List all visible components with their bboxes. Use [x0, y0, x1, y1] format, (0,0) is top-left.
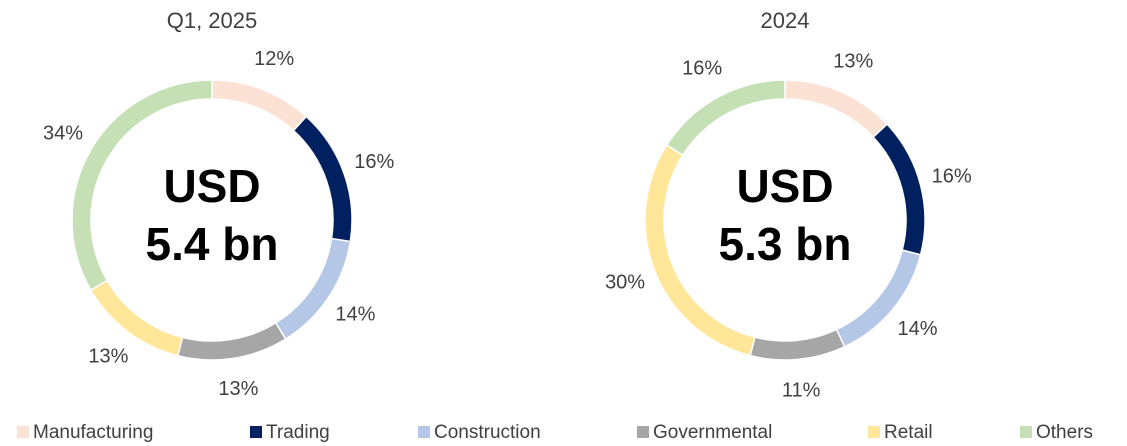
legend-label: Manufacturing	[33, 422, 153, 443]
legend-swatch	[1020, 426, 1032, 438]
donut-slice	[292, 115, 353, 243]
legend-label: Construction	[434, 422, 541, 443]
data-label: 13%	[218, 378, 258, 400]
legend-label: Retail	[884, 422, 933, 443]
data-label: 16%	[682, 58, 722, 80]
data-label: 34%	[43, 122, 83, 144]
data-label: 30%	[605, 272, 645, 294]
data-label: 16%	[354, 151, 394, 173]
donut-slice	[749, 328, 846, 361]
center-label: USD	[163, 160, 260, 212]
legend-label: Governmental	[653, 422, 772, 443]
legend-swatch	[418, 426, 430, 438]
donut-slice	[211, 79, 308, 132]
legend-swatch	[250, 426, 262, 438]
legend-swatch	[637, 426, 649, 438]
data-label: 11%	[782, 380, 821, 402]
chart-title: Q1, 2025	[167, 8, 258, 33]
data-label: 13%	[88, 346, 128, 368]
center-label: USD	[736, 160, 833, 212]
data-label: 16%	[932, 166, 972, 188]
data-label: 13%	[833, 50, 873, 72]
legend-swatch	[868, 426, 880, 438]
donut-slice	[89, 279, 184, 357]
donut-slice	[665, 79, 786, 157]
donut-slice	[872, 123, 926, 256]
donut-slice	[784, 79, 889, 139]
legend-swatch	[17, 426, 29, 438]
legend-label: Trading	[266, 422, 330, 443]
chart-title: 2024	[761, 8, 810, 33]
center-label: 5.3 bn	[719, 218, 852, 270]
data-label: 14%	[898, 318, 938, 340]
data-label: 12%	[254, 48, 294, 70]
donut-slice	[176, 321, 287, 361]
data-label: 14%	[335, 303, 375, 325]
donut-slice	[71, 79, 213, 292]
center-label: 5.4 bn	[146, 218, 279, 270]
legend-label: Others	[1036, 422, 1093, 443]
